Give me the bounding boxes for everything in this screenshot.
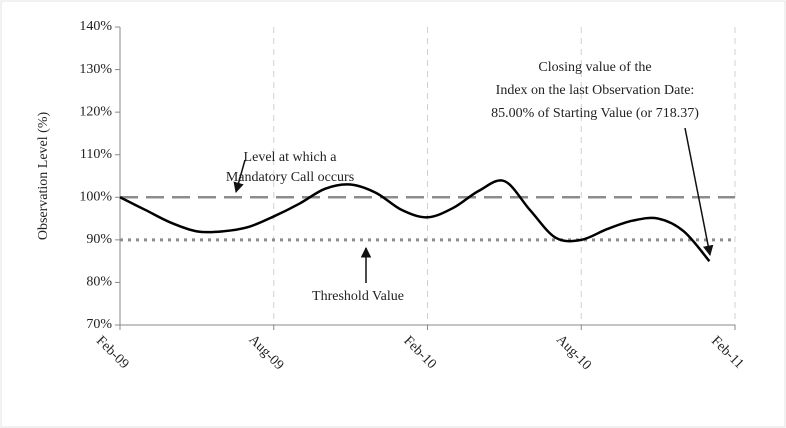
x-tick-label: Feb-09 xyxy=(93,333,132,372)
y-tick-label: 100% xyxy=(79,190,112,205)
arrow xyxy=(233,159,246,194)
y-tick-label: 120% xyxy=(79,104,112,119)
y-axis-label: Observation Level (%) xyxy=(36,112,51,241)
annotation: Closing value of the xyxy=(538,60,651,75)
annotation: Level at which a xyxy=(244,150,338,165)
x-tick-label: Feb-10 xyxy=(400,333,439,372)
y-tick-label: 70% xyxy=(86,317,112,332)
y-tick-label: 80% xyxy=(86,275,112,290)
annotation: Index on the last Observation Date: xyxy=(496,83,695,98)
annotation: Mandatory Call occurs xyxy=(226,170,354,185)
y-tick-label: 130% xyxy=(79,62,112,77)
y-tick-label: 110% xyxy=(80,147,112,162)
arrow xyxy=(684,127,714,257)
x-tick-label: Aug-09 xyxy=(246,332,287,373)
y-tick-label: 90% xyxy=(86,232,112,247)
x-tick-label: Aug-10 xyxy=(553,332,594,373)
series-line xyxy=(119,179,711,262)
annotation: Threshold Value xyxy=(312,289,404,304)
x-tick-label: Feb-11 xyxy=(708,334,746,372)
annotation: 85.00% of Starting Value (or 718.37) xyxy=(491,106,699,121)
y-tick-label: 140% xyxy=(79,19,112,34)
